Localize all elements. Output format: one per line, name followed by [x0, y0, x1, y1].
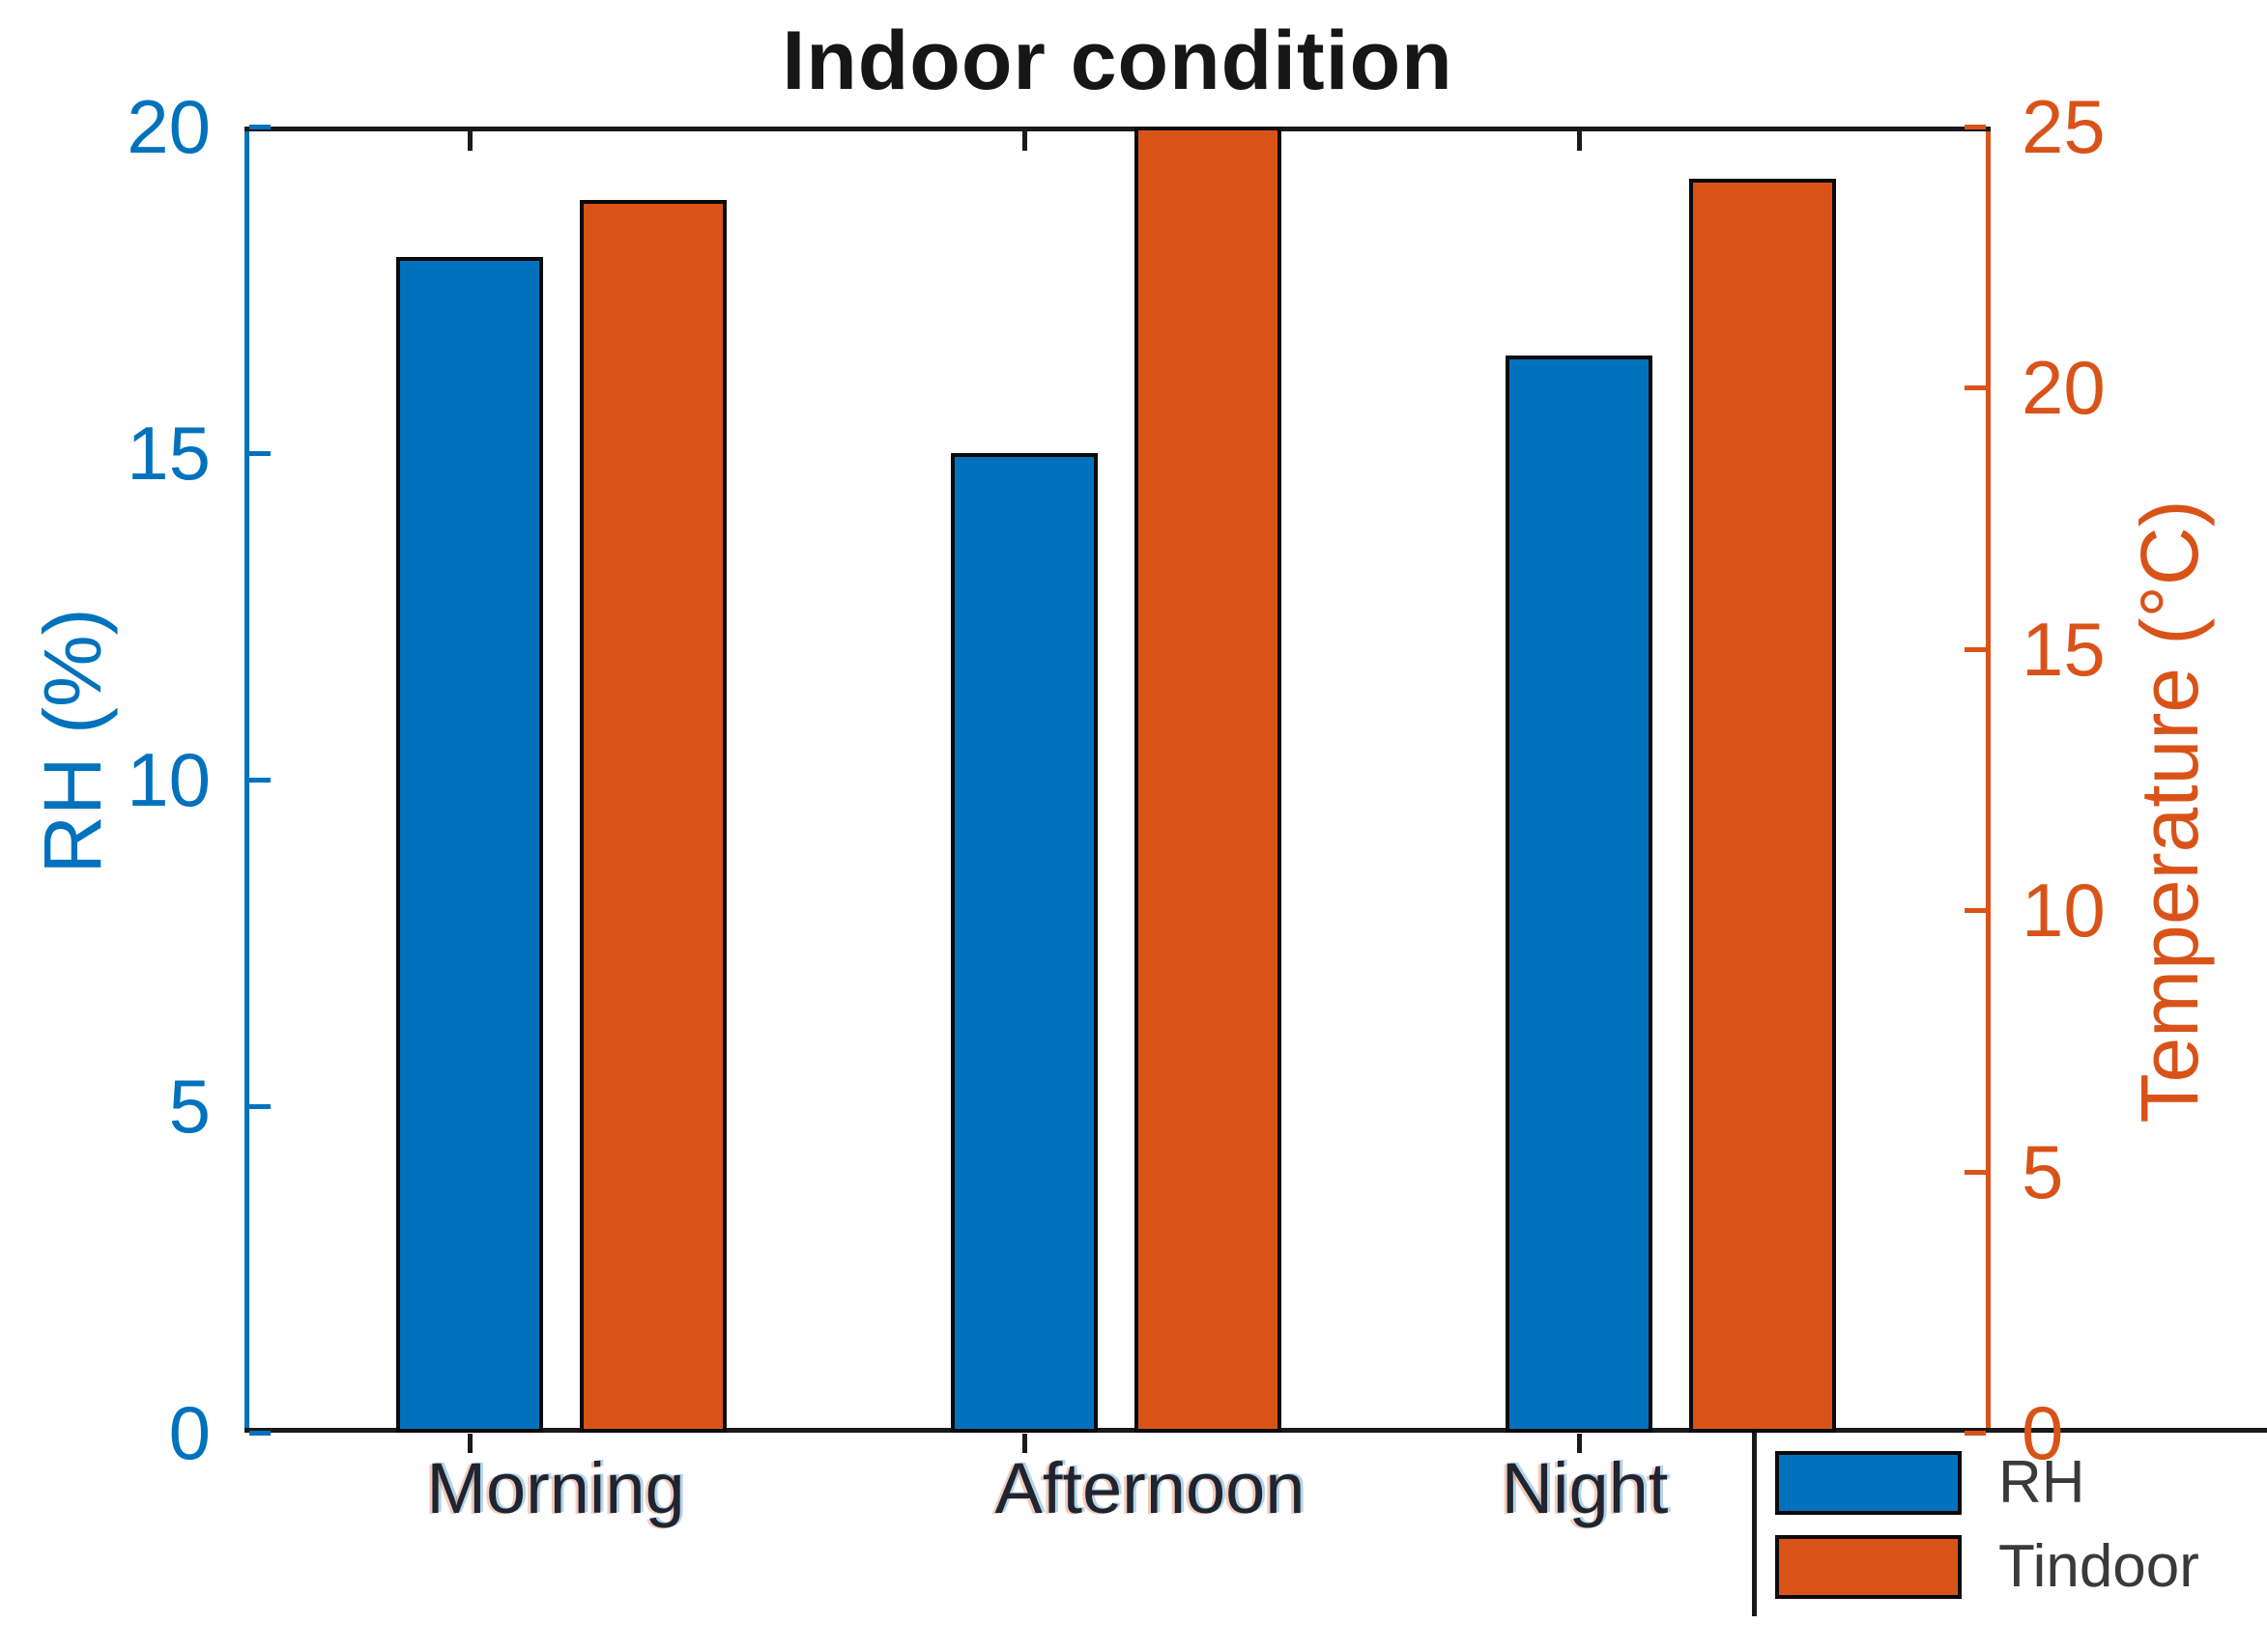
bar-tindoor-morning: [580, 200, 727, 1433]
legend: RH Tindoor: [1752, 1433, 2267, 1616]
right-tick-label: 15: [2022, 606, 2106, 692]
left-axis-tick: [249, 1104, 271, 1109]
left-axis-spine: [244, 127, 249, 1433]
category-label-night: Night: [1501, 1448, 1669, 1528]
bottom-axis-tick: [1577, 1434, 1582, 1453]
right-tick-label: 5: [2022, 1128, 2064, 1214]
left-axis-tick: [249, 778, 271, 783]
legend-label-rh: RH: [1998, 1449, 2085, 1516]
bar-tindoor-afternoon: [1134, 127, 1281, 1433]
left-axis-tick: [249, 451, 271, 456]
right-tick-label: 20: [2022, 345, 2106, 431]
left-axis-label: RH (%): [27, 608, 118, 874]
right-axis-tick: [1965, 1169, 1986, 1175]
top-axis-tick: [1577, 131, 1582, 151]
plot-area: [244, 125, 1991, 1436]
legend-swatch-tindoor: [1775, 1535, 1962, 1599]
bar-rh-morning: [396, 257, 543, 1433]
legend-swatch-rh: [1775, 1451, 1962, 1515]
right-axis-tick: [1965, 908, 1986, 914]
left-tick-label: 10: [127, 737, 211, 822]
bar-rh-afternoon: [951, 453, 1098, 1433]
chart-title: Indoor condition: [782, 14, 1453, 107]
left-tick-label: 5: [168, 1064, 211, 1149]
left-axis-tick: [249, 125, 271, 129]
bottom-axis-tick: [1022, 1434, 1027, 1453]
left-tick-label: 0: [168, 1390, 211, 1475]
bar-rh-night: [1506, 356, 1652, 1433]
right-axis-spine: [1986, 127, 1991, 1433]
legend-label-tindoor: Tindoor: [1998, 1533, 2199, 1600]
category-label-afternoon: Afternoon: [994, 1448, 1306, 1528]
bottom-axis-spine: [244, 1428, 1991, 1433]
bottom-axis-tick: [468, 1434, 473, 1453]
left-axis-tick: [249, 1431, 271, 1436]
right-axis-tick: [1965, 646, 1986, 652]
bar-tindoor-night: [1689, 179, 1836, 1433]
right-tick-label: 10: [2022, 868, 2106, 954]
category-label-morning: Morning: [426, 1448, 685, 1528]
top-axis-tick: [1022, 131, 1027, 151]
top-axis-spine: [244, 127, 1991, 131]
right-tick-label: 0: [2022, 1390, 2064, 1475]
right-axis-tick: [1965, 385, 1986, 391]
top-axis-tick: [468, 131, 473, 151]
right-axis-label: Temperature (°C): [2124, 499, 2215, 1124]
right-axis-tick: [1965, 125, 1986, 129]
right-tick-label: 25: [2022, 84, 2106, 169]
left-tick-label: 20: [127, 84, 211, 169]
right-axis-tick: [1965, 1431, 1986, 1436]
bottom-axis-extension: [1991, 1428, 2267, 1433]
left-tick-label: 15: [127, 411, 211, 496]
